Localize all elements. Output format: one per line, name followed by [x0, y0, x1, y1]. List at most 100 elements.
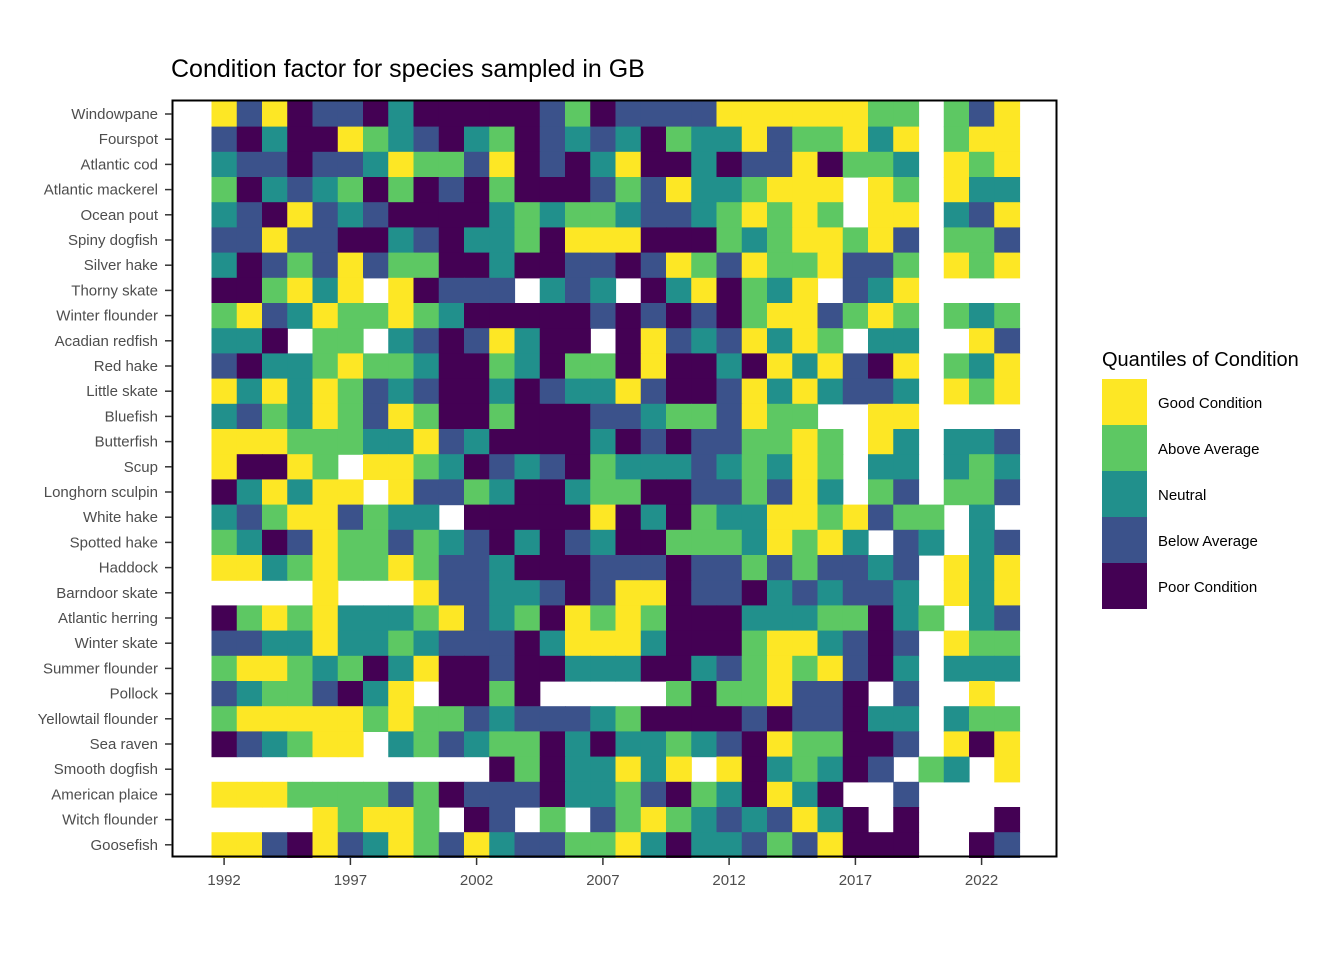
heatmap-cell [438, 655, 465, 682]
heatmap-cell [640, 580, 667, 606]
heatmap-cell [565, 706, 591, 732]
heatmap-cell [363, 781, 389, 808]
heatmap-cell [337, 101, 364, 128]
heatmap-cell [262, 605, 288, 632]
y-tick-label: Summer flounder [43, 660, 158, 677]
legend-swatch [1102, 425, 1147, 471]
heatmap-cell [767, 731, 793, 758]
y-tick-label: Witch flounder [62, 812, 158, 829]
y-tick-label: Fourspot [99, 131, 159, 148]
heatmap-cell [363, 126, 389, 153]
heatmap-cell [337, 529, 364, 556]
heatmap-cell [211, 353, 238, 380]
heatmap-cell [236, 454, 263, 480]
heatmap-cell [716, 328, 743, 354]
heatmap-cell [438, 731, 465, 758]
heatmap-cell [514, 303, 541, 329]
heatmap-cell [262, 454, 288, 480]
heatmap-cell [666, 177, 692, 203]
heatmap-cell [994, 429, 1021, 455]
heatmap-cell [565, 151, 591, 178]
heatmap-cell [590, 706, 617, 732]
heatmap-cell [262, 429, 288, 455]
heatmap-cell [817, 630, 844, 657]
heatmap-cell [817, 706, 844, 732]
heatmap-cell [969, 126, 995, 153]
heatmap-cell [817, 832, 844, 858]
heatmap-cell [994, 101, 1021, 128]
heatmap-cell [868, 177, 894, 203]
heatmap-cell [287, 781, 314, 808]
heatmap-cell [514, 504, 541, 531]
heatmap-cell [590, 756, 617, 783]
heatmap-cell [236, 403, 263, 430]
heatmap-cell [337, 706, 364, 732]
heatmap-cell [943, 378, 970, 405]
heatmap-cell [691, 101, 718, 128]
heatmap-cell [565, 202, 591, 228]
heatmap-cell [741, 378, 768, 405]
heatmap-cell [539, 353, 566, 380]
heatmap-cell [464, 328, 490, 354]
heatmap-cell [893, 681, 920, 707]
y-tick-label: Red hake [94, 358, 158, 375]
heatmap-cell [691, 580, 718, 606]
x-tick-label: 2002 [460, 872, 493, 889]
heatmap-cell [464, 681, 490, 707]
heatmap-cell [792, 756, 819, 783]
heatmap-cell [691, 227, 718, 254]
heatmap-cell [590, 807, 617, 833]
heatmap-cell [943, 706, 970, 732]
heatmap-cell [464, 580, 490, 606]
heatmap-cell [969, 630, 995, 657]
heatmap-cell [363, 630, 389, 657]
heatmap-cell [413, 101, 440, 128]
heatmap-cell [211, 832, 238, 858]
heatmap-cell [716, 706, 743, 732]
heatmap-cell [539, 454, 566, 480]
heatmap-cell [767, 403, 793, 430]
heatmap-cell [640, 252, 667, 279]
heatmap-cell [438, 681, 465, 707]
heatmap-cell [514, 731, 541, 758]
heatmap-cell [514, 151, 541, 178]
heatmap-cell [792, 630, 819, 657]
heatmap-cell [969, 328, 995, 354]
heatmap-cell [312, 277, 339, 304]
heatmap-cell [716, 252, 743, 279]
heatmap-cell [539, 429, 566, 455]
heatmap-cell [514, 101, 541, 128]
heatmap-cell [893, 202, 920, 228]
heatmap-cell [918, 756, 945, 783]
heatmap-cell [312, 605, 339, 632]
heatmap-cell [514, 580, 541, 606]
heatmap-cell [817, 781, 844, 808]
heatmap-cell [539, 630, 566, 657]
x-tick-label: 2017 [839, 872, 872, 889]
heatmap-cell [464, 227, 490, 254]
heatmap-cell [716, 807, 743, 833]
heatmap-cell [868, 227, 894, 254]
heatmap-cell [716, 731, 743, 758]
heatmap-cell [893, 655, 920, 682]
heatmap-cell [337, 252, 364, 279]
heatmap-cell [969, 101, 995, 128]
heatmap-cell [893, 252, 920, 279]
heatmap-cell [842, 529, 869, 556]
heatmap-cell [640, 731, 667, 758]
heatmap-cell [615, 731, 642, 758]
y-tick-label: Spotted hake [70, 534, 158, 551]
heatmap-cell [312, 202, 339, 228]
heatmap-cell [312, 177, 339, 203]
heatmap-cell [312, 101, 339, 128]
heatmap-cell [388, 504, 415, 531]
heatmap-cell [691, 277, 718, 304]
heatmap-cell [817, 731, 844, 758]
heatmap-cell [868, 303, 894, 329]
heatmap-cell [918, 504, 945, 531]
heatmap-cell [539, 227, 566, 254]
heatmap-cell [337, 429, 364, 455]
x-tick-label: 1992 [207, 872, 240, 889]
heatmap-cell [337, 202, 364, 228]
heatmap-cell [489, 479, 516, 506]
